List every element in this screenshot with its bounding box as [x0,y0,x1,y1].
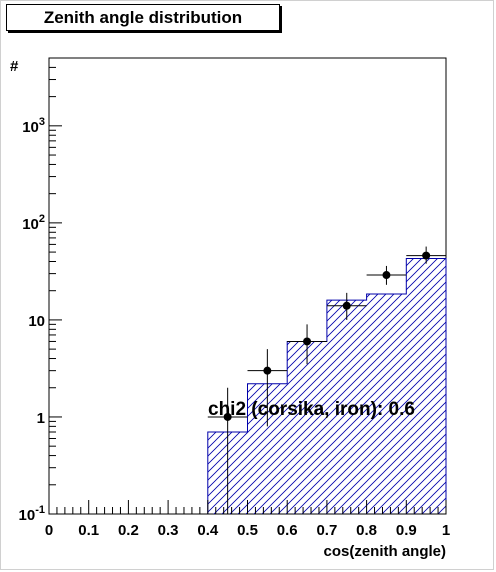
data-point [287,324,327,365]
point-marker [382,271,391,280]
point-marker [303,337,312,346]
data-point [247,349,288,427]
data-point [406,246,446,264]
y-tick-label: 102 [22,213,45,233]
data-point [207,387,248,514]
x-tick-label: 0.9 [396,522,417,539]
x-tick-label: 0.2 [118,522,139,539]
x-tick-label: 0.1 [78,522,99,539]
x-tick-label: 1 [442,522,450,539]
histogram-fill [207,258,446,514]
chi2-annotation: chi2 (corsika, iron): 0.6 [208,399,415,420]
y-tick-label: 10-1 [19,504,45,524]
histogram-outline [207,257,447,514]
y-tick-label: 10 [28,313,45,330]
x-tick-label: 0.3 [158,522,179,539]
point-marker [342,301,351,310]
point-marker [263,366,272,375]
x-axis-title: cos(zenith angle) [323,543,446,560]
y-tick-label: 103 [22,116,45,136]
x-tick-label: 0.4 [197,522,219,539]
title-box: Zenith angle distribution [6,4,280,31]
data-point [366,265,407,285]
x-tick-label: 0 [45,522,53,539]
y-axis-title: # [10,58,19,75]
x-tick-label: 0.8 [356,522,377,539]
x-tick-label: 0.5 [237,522,258,539]
x-tick-label: 0.6 [277,522,298,539]
x-tick-label: 0.7 [316,522,337,539]
point-marker [223,412,232,421]
data-point [326,292,367,320]
y-tick-label: 1 [37,410,45,427]
point-marker [422,251,431,260]
chart-title: Zenith angle distribution [43,8,243,27]
